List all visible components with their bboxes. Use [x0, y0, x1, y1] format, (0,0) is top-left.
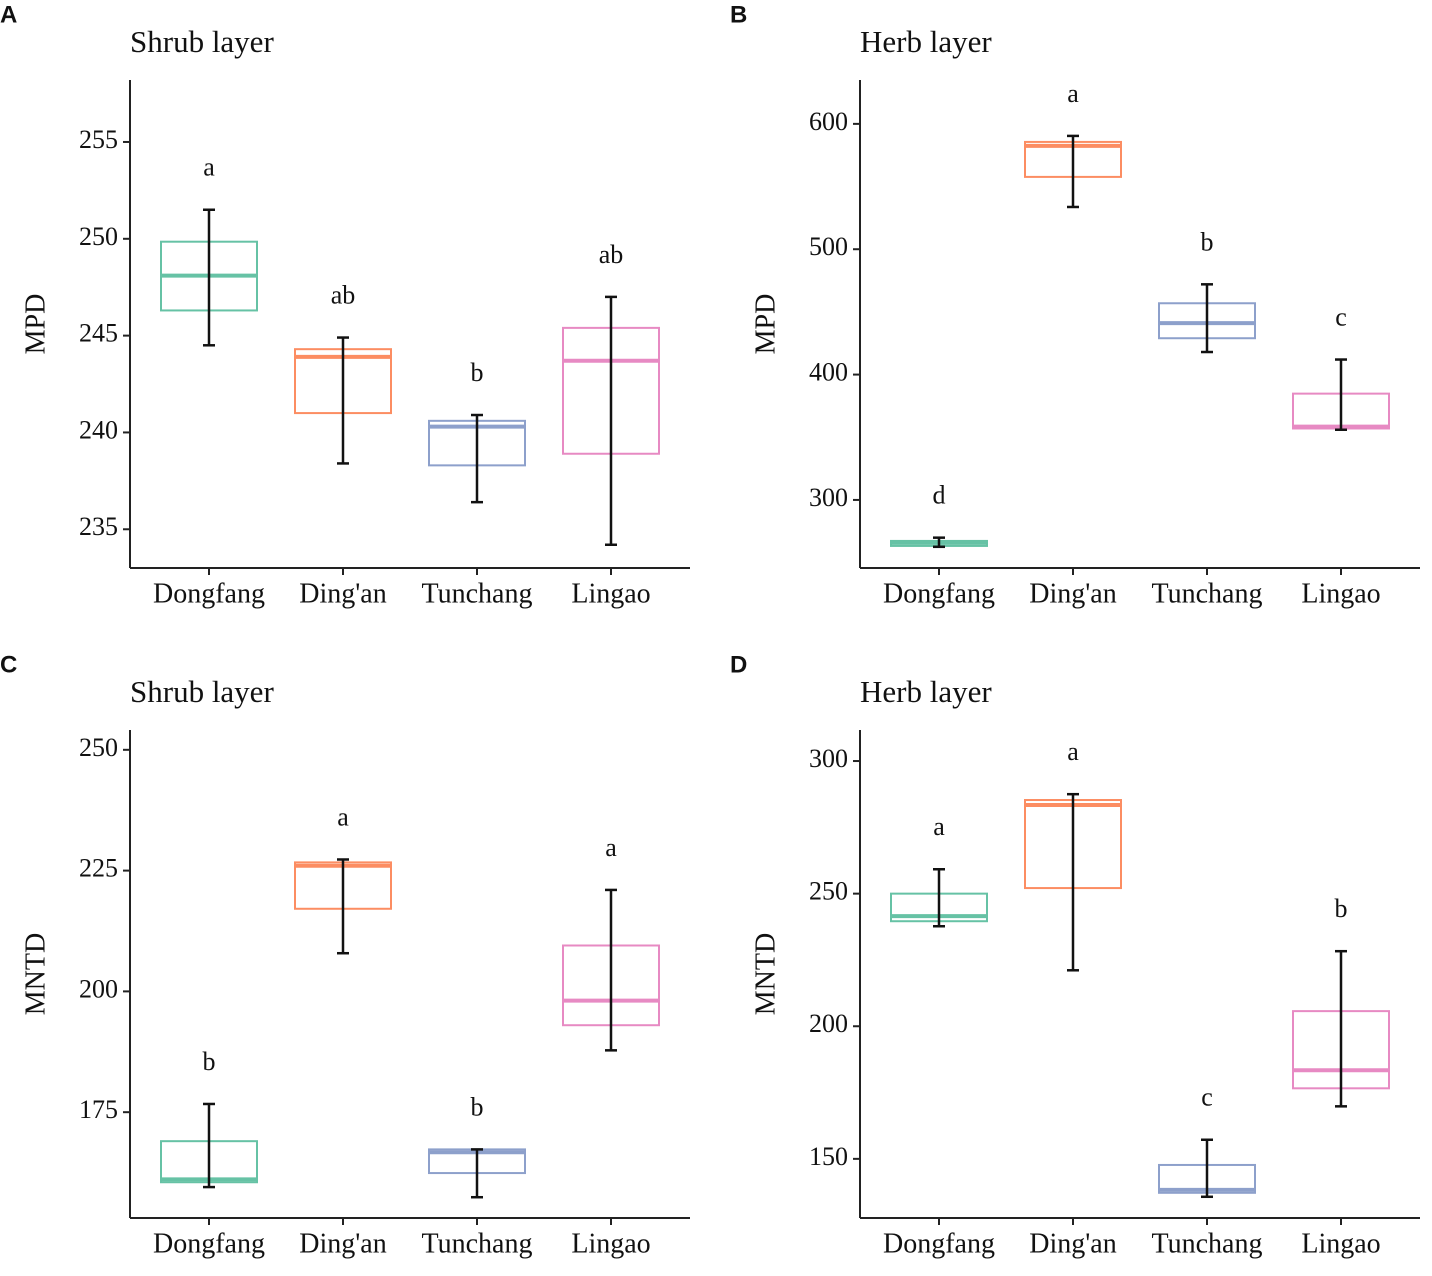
panel: C Shrub layer MNTD 175 200 225 250 Dongfang b Din…: [0, 651, 690, 1259]
significance-letter: d: [933, 481, 946, 510]
significance-letter: a: [605, 833, 617, 862]
panel-title: Herb layer: [860, 24, 992, 59]
y-tick-label: 240: [79, 415, 118, 444]
x-tick-label: Tunchang: [422, 1228, 533, 1259]
x-tick-label: Lingao: [1301, 1228, 1380, 1259]
y-tick-label: 235: [79, 512, 118, 541]
y-tick-label: 200: [809, 1009, 848, 1038]
panel: B Herb layer MPD 300 400 500 600 Dongfang d Ding'…: [730, 1, 1420, 609]
y-tick-label: 250: [809, 877, 848, 906]
x-tick-label: Lingao: [571, 1228, 650, 1259]
y-tick-label: 250: [79, 733, 118, 762]
y-tick-label: 175: [79, 1095, 118, 1124]
x-tick-label: Dongfang: [153, 1228, 265, 1259]
y-axis-label: MNTD: [750, 933, 781, 1015]
y-axis-label: MPD: [750, 294, 781, 355]
significance-letter: c: [1335, 303, 1347, 332]
significance-letter: a: [933, 812, 945, 841]
x-tick-label: Dongfang: [883, 578, 995, 609]
significance-letter: a: [337, 802, 349, 831]
y-axis-label: MPD: [20, 294, 51, 355]
significance-letter: a: [1067, 737, 1079, 766]
panel-label: D: [730, 651, 747, 678]
significance-letter: b: [203, 1047, 216, 1076]
y-tick-label: 255: [79, 125, 118, 154]
panel-label: C: [0, 651, 17, 678]
panel-title: Shrub layer: [130, 24, 274, 59]
y-tick-label: 400: [809, 358, 848, 387]
significance-letter: a: [203, 153, 215, 182]
panel-title: Herb layer: [860, 674, 992, 709]
significance-letter: b: [1201, 227, 1214, 256]
x-tick-label: Ding'an: [1029, 1228, 1116, 1259]
significance-letter: b: [471, 358, 484, 387]
significance-letter: b: [1335, 894, 1348, 923]
x-tick-label: Ding'an: [1029, 578, 1116, 609]
y-tick-label: 200: [79, 974, 118, 1003]
x-tick-label: Dongfang: [153, 578, 265, 609]
x-tick-label: Tunchang: [1152, 1228, 1263, 1259]
x-tick-label: Ding'an: [299, 1228, 386, 1259]
panel-label: A: [0, 1, 17, 28]
x-tick-label: Lingao: [1301, 578, 1380, 609]
y-axis-label: MNTD: [20, 933, 51, 1015]
significance-letter: ab: [599, 240, 624, 269]
x-tick-label: Lingao: [571, 578, 650, 609]
panel: A Shrub layer MPD 235 240 245 250 255 Dongfang a D…: [0, 1, 690, 609]
y-tick-label: 250: [79, 222, 118, 251]
y-tick-label: 600: [809, 107, 848, 136]
x-tick-label: Tunchang: [422, 578, 533, 609]
y-tick-label: 245: [79, 319, 118, 348]
panel: D Herb layer MNTD 150 200 250 300 Dongfang a Ding…: [730, 651, 1420, 1259]
x-tick-label: Tunchang: [1152, 578, 1263, 609]
y-tick-label: 300: [809, 744, 848, 773]
y-tick-label: 300: [809, 483, 848, 512]
x-tick-label: Ding'an: [299, 578, 386, 609]
significance-letter: ab: [331, 281, 356, 310]
panel-title: Shrub layer: [130, 674, 274, 709]
significance-letter: a: [1067, 79, 1079, 108]
panel-label: B: [730, 1, 747, 28]
y-tick-label: 150: [809, 1142, 848, 1171]
significance-letter: c: [1201, 1083, 1213, 1112]
y-tick-label: 225: [79, 854, 118, 883]
x-tick-label: Dongfang: [883, 1228, 995, 1259]
y-tick-label: 500: [809, 232, 848, 261]
significance-letter: b: [471, 1092, 484, 1121]
